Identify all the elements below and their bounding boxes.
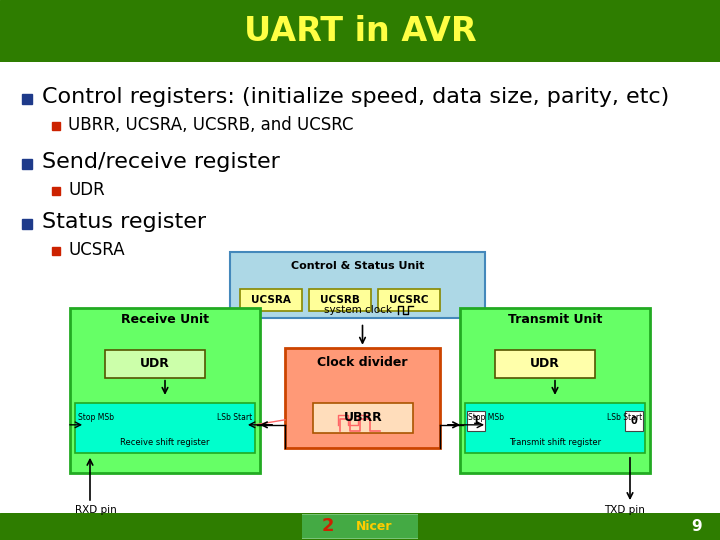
Text: Stop MSb: Stop MSb — [468, 413, 504, 422]
Text: Transmit shift register: Transmit shift register — [509, 438, 601, 447]
Bar — [52, 247, 60, 255]
Text: LSb Start: LSb Start — [217, 413, 252, 422]
FancyBboxPatch shape — [105, 350, 205, 378]
FancyBboxPatch shape — [230, 253, 485, 318]
Text: system clock: system clock — [323, 305, 392, 315]
Text: Control registers: (initialize speed, data size, parity, etc): Control registers: (initialize speed, da… — [42, 87, 670, 107]
FancyBboxPatch shape — [240, 288, 302, 310]
Bar — [22, 219, 32, 230]
Bar — [467, 411, 485, 431]
Text: UCSRA: UCSRA — [251, 295, 291, 305]
Bar — [75, 403, 255, 453]
FancyBboxPatch shape — [378, 288, 440, 310]
Bar — [52, 122, 60, 130]
Text: UBRR, UCSRA, UCSRB, and UCSRC: UBRR, UCSRA, UCSRB, and UCSRC — [68, 116, 354, 134]
Text: UDR: UDR — [140, 357, 170, 370]
Text: Nicer: Nicer — [356, 520, 392, 533]
Text: TXD pin: TXD pin — [604, 505, 645, 515]
Text: UCSRC: UCSRC — [390, 295, 428, 305]
Text: 2: 2 — [322, 517, 334, 535]
Bar — [52, 187, 60, 195]
FancyBboxPatch shape — [313, 403, 413, 433]
FancyBboxPatch shape — [309, 288, 371, 310]
Text: 9: 9 — [691, 519, 702, 534]
FancyBboxPatch shape — [460, 308, 650, 473]
Text: 0: 0 — [631, 416, 637, 426]
Text: Clock divider: Clock divider — [318, 356, 408, 369]
Text: Control & Status Unit: Control & Status Unit — [291, 260, 424, 271]
Text: Status register: Status register — [42, 212, 206, 232]
Bar — [625, 411, 643, 431]
Text: 1: 1 — [472, 416, 480, 426]
Text: UBRR: UBRR — [343, 411, 382, 424]
Text: Stop MSb: Stop MSb — [78, 413, 114, 422]
Bar — [22, 159, 32, 170]
FancyBboxPatch shape — [299, 514, 421, 539]
Bar — [22, 94, 32, 104]
Text: UART in AVR: UART in AVR — [243, 15, 477, 48]
Text: Send/receive register: Send/receive register — [42, 152, 280, 172]
Text: LSb Start: LSb Start — [607, 413, 642, 422]
Bar — [465, 403, 645, 453]
Text: RXD pin: RXD pin — [75, 505, 117, 515]
Text: Receive shift register: Receive shift register — [120, 438, 210, 447]
Text: UDR: UDR — [68, 181, 104, 199]
Text: Transmit Unit: Transmit Unit — [508, 313, 602, 326]
Text: UCSRA: UCSRA — [68, 241, 125, 260]
FancyBboxPatch shape — [70, 308, 260, 473]
Text: UCSRB: UCSRB — [320, 295, 360, 305]
Text: UDR: UDR — [530, 357, 560, 370]
Text: Receive Unit: Receive Unit — [121, 313, 209, 326]
FancyBboxPatch shape — [285, 348, 440, 448]
FancyBboxPatch shape — [495, 350, 595, 378]
